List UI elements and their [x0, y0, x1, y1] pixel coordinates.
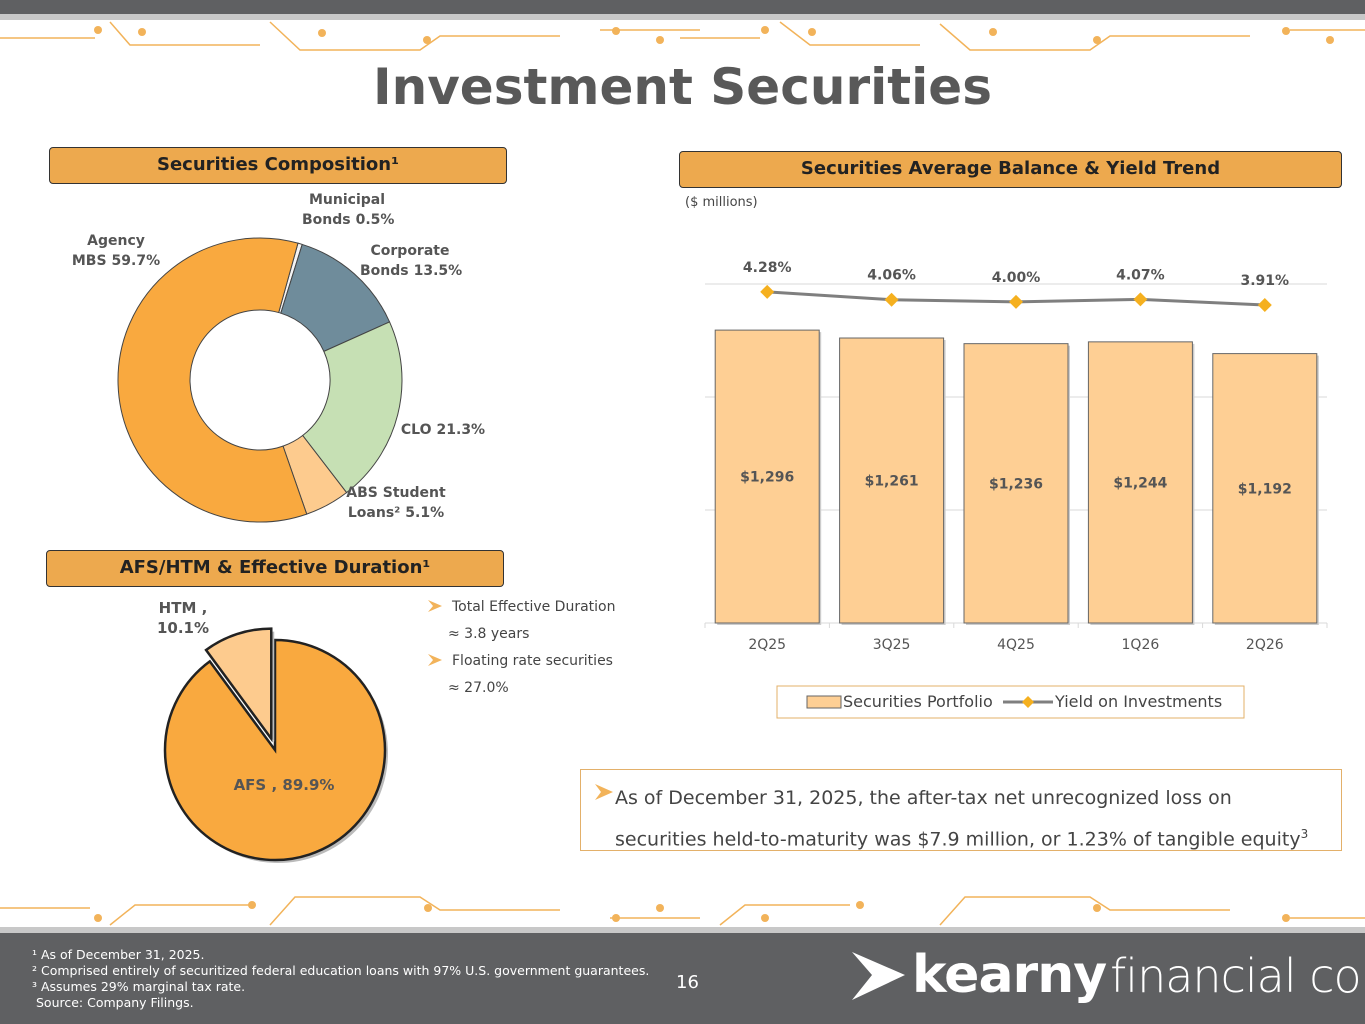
top-bar — [0, 0, 1365, 14]
data-label: 4.07% — [1116, 267, 1165, 283]
marker — [1009, 294, 1023, 309]
legend-marker — [1022, 696, 1034, 708]
x-tick-label: 4Q25 — [997, 637, 1035, 653]
footnote: ¹ As of December 31, 2025. — [32, 947, 205, 962]
category-label: CLO — [400, 422, 432, 438]
circuit-top — [0, 21, 1365, 51]
category-label: Agency MBS — [71, 233, 145, 269]
donut-slice — [301, 321, 403, 494]
page-number: 16 — [676, 972, 699, 993]
value-label: 59.7% — [111, 253, 161, 269]
marker — [760, 284, 775, 299]
slide-title: Investment Securities — [373, 58, 992, 116]
x-tick-label: 3Q25 — [873, 637, 911, 653]
bar — [714, 329, 820, 624]
data-label: 3.91% — [1241, 273, 1290, 289]
marker — [884, 292, 899, 307]
logo-name: kearny — [912, 945, 1107, 1005]
bottom-strip — [0, 927, 1365, 933]
note-superscript: 3 — [1300, 827, 1309, 841]
legend-swatch — [806, 695, 842, 709]
data-label: CLO 21.3% — [393, 420, 493, 440]
panel-header: Securities Composition¹ — [49, 147, 507, 184]
footnotes: ¹ As of December 31, 2025. ² Comprised e… — [32, 947, 649, 1011]
bullet-text: Floating rate securities ≈ 27.0% — [448, 653, 613, 696]
data-label: Agency MBS 59.7% — [66, 231, 166, 271]
bar — [963, 343, 1069, 624]
logo-icon-cut — [877, 958, 914, 992]
legend-label: Yield on Investments — [1054, 692, 1222, 711]
category-label: Municipal Bonds — [302, 192, 386, 228]
bar — [839, 337, 945, 624]
data-label: $1,244 — [1113, 475, 1167, 491]
note-text: As of December 31, 2025, the after-tax n… — [615, 787, 1301, 851]
bar — [1212, 353, 1318, 624]
x-tick-label: 2Q26 — [1246, 637, 1284, 653]
bullet-text: Total Effective Duration ≈ 3.8 years — [448, 599, 616, 642]
bullet-icon — [428, 654, 442, 666]
value-label: 13.5% — [413, 263, 463, 279]
x-tick-label: 1Q26 — [1122, 637, 1160, 653]
data-label: HTM , 10.1% — [156, 599, 210, 637]
footer-bar — [0, 933, 1365, 1024]
panel-header: Securities Average Balance & Yield Trend — [679, 151, 1342, 188]
pie-slice — [204, 627, 273, 743]
top-strip — [0, 14, 1365, 20]
bullet-icon — [428, 600, 442, 612]
data-label: ABS Student Loans² 5.1% — [341, 483, 451, 523]
bar — [1087, 341, 1193, 624]
data-label: Municipal Bonds 0.5% — [302, 190, 395, 230]
data-label: $1,236 — [989, 476, 1043, 492]
footnote: Source: Company Filings. — [36, 995, 194, 1010]
marker — [1257, 298, 1272, 313]
bullet-list: Total Effective Duration ≈ 3.8 years Flo… — [426, 594, 626, 702]
note-box: As of December 31, 2025, the after-tax n… — [580, 769, 1342, 851]
value-label: 0.5% — [355, 212, 395, 228]
bullet: Total Effective Duration ≈ 3.8 years — [426, 594, 626, 648]
chart-subtitle: ($ millions) — [685, 195, 758, 210]
data-label: AFS , 89.9% — [233, 776, 335, 794]
bullet-icon — [595, 784, 613, 800]
bullet: Floating rate securities ≈ 27.0% — [426, 648, 626, 702]
data-label: 4.28% — [743, 260, 792, 276]
pie-slice — [163, 638, 387, 862]
footnote: ² Comprised entirely of securitized fede… — [32, 963, 650, 978]
value-label: 21.3% — [436, 422, 486, 438]
data-label: 4.06% — [867, 268, 916, 284]
x-tick-label: 2Q25 — [748, 637, 786, 653]
logo-icon — [852, 952, 905, 1000]
data-label: $1,296 — [740, 470, 794, 486]
category-label: ABS Student Loans² — [346, 485, 446, 521]
circuit-dots-top — [94, 26, 1334, 44]
circuit-dots-bottom — [94, 901, 1290, 922]
value-label: 5.1% — [405, 505, 445, 521]
circuit-bottom — [0, 896, 1365, 926]
panel-header: AFS/HTM & Effective Duration¹ — [46, 550, 504, 587]
legend-label: Securities Portfolio — [843, 692, 993, 711]
footnote: ³ Assumes 29% marginal tax rate. — [32, 979, 246, 994]
marker — [1133, 292, 1148, 307]
data-label: $1,261 — [865, 474, 919, 490]
category-label: Corporate Bonds — [360, 243, 450, 279]
data-label: 4.00% — [992, 270, 1041, 286]
data-label: Corporate Bonds 13.5% — [360, 241, 463, 281]
logo-suffix: financial corp. — [1110, 949, 1365, 1003]
data-label: $1,192 — [1238, 481, 1292, 497]
logo: kearnyfinancial corp. — [912, 945, 1365, 1005]
donut-slice — [117, 237, 308, 523]
